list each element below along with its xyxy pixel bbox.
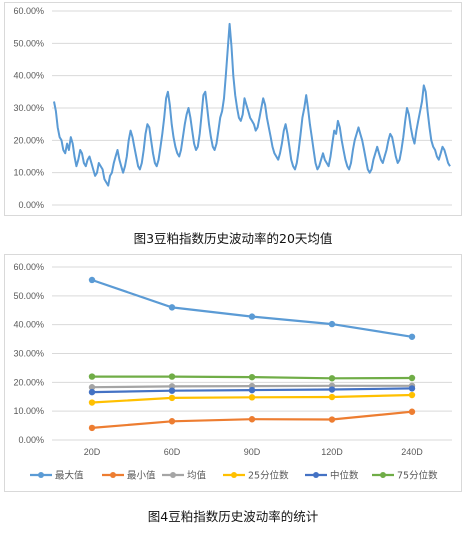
legend-swatch-marker	[110, 472, 116, 478]
data-point	[328, 416, 336, 423]
data-point	[408, 333, 416, 340]
data-point	[408, 391, 416, 399]
legend-swatch-marker	[170, 472, 176, 478]
legend-label: 中位数	[330, 470, 359, 482]
data-point	[88, 384, 96, 391]
legend-label: 25分位数	[248, 470, 289, 482]
legend-label: 最小值	[127, 470, 156, 482]
data-point	[248, 313, 256, 320]
y-tick-label: 30.00%	[13, 103, 44, 113]
volatility-statistics-chart: 0.00% 10.00% 20.00% 30.00% 40.00% 50.00% 60.00…	[13, 262, 452, 482]
data-point	[88, 424, 96, 432]
y-tick-label: 20.00%	[13, 377, 44, 387]
legend-label: 均值	[187, 470, 207, 482]
data-point	[328, 386, 336, 393]
data-point	[248, 386, 256, 394]
data-point	[328, 375, 336, 382]
legend-swatch-marker	[231, 472, 237, 478]
y-tick-label: 40.00%	[13, 320, 44, 330]
volatility-20d-chart: 0.00% 10.00% 20.00% 30.00% 40.00% 50.00% 60.00…	[13, 6, 452, 210]
data-point	[88, 388, 96, 396]
legend-swatch-marker	[380, 472, 386, 478]
data-point	[328, 393, 336, 401]
y-tick-label: 10.00%	[13, 168, 44, 178]
data-point	[88, 373, 96, 380]
figure3-caption: 图3豆粕指数历史波动率的20天均值	[133, 231, 333, 246]
x-tick-label: 20D	[84, 447, 101, 457]
data-point	[168, 387, 176, 394]
series-line-volatility	[53, 22, 451, 187]
y-tick-label: 30.00%	[13, 349, 44, 359]
y-tick-label: 20.00%	[13, 135, 44, 145]
y-tick-label: 60.00%	[13, 262, 44, 272]
series-line-1	[91, 278, 413, 338]
data-point	[88, 399, 96, 406]
data-point	[248, 416, 256, 423]
data-point	[248, 394, 256, 401]
data-point	[168, 394, 176, 402]
y-tick-label: 50.00%	[13, 38, 44, 48]
data-point	[408, 408, 416, 415]
y-tick-label: 40.00%	[13, 71, 44, 81]
x-tick-label: 120D	[321, 447, 343, 457]
legend-swatch-marker	[313, 472, 319, 478]
data-point	[168, 304, 176, 311]
y-tick-label: 10.00%	[13, 406, 44, 416]
legend-swatch-marker	[38, 472, 44, 478]
y-tick-label: 50.00%	[13, 291, 44, 301]
x-tick-label: 60D	[164, 447, 181, 457]
x-tick-label: 240D	[401, 447, 423, 457]
x-tick-label: 90D	[244, 447, 261, 457]
data-point	[168, 418, 176, 425]
legend-label: 最大值	[55, 470, 84, 482]
data-point	[408, 385, 416, 392]
y-tick-label: 60.00%	[13, 6, 44, 16]
data-point	[88, 276, 96, 284]
y-tick-label: 0.00%	[18, 435, 44, 445]
figure4-caption: 图4豆粕指数历史波动率的统计	[147, 509, 319, 524]
data-point	[248, 373, 256, 381]
legend-label: 75分位数	[397, 470, 438, 482]
data-point	[328, 320, 336, 328]
data-point	[408, 374, 416, 382]
data-point	[168, 373, 176, 380]
y-tick-label: 0.00%	[18, 200, 44, 210]
